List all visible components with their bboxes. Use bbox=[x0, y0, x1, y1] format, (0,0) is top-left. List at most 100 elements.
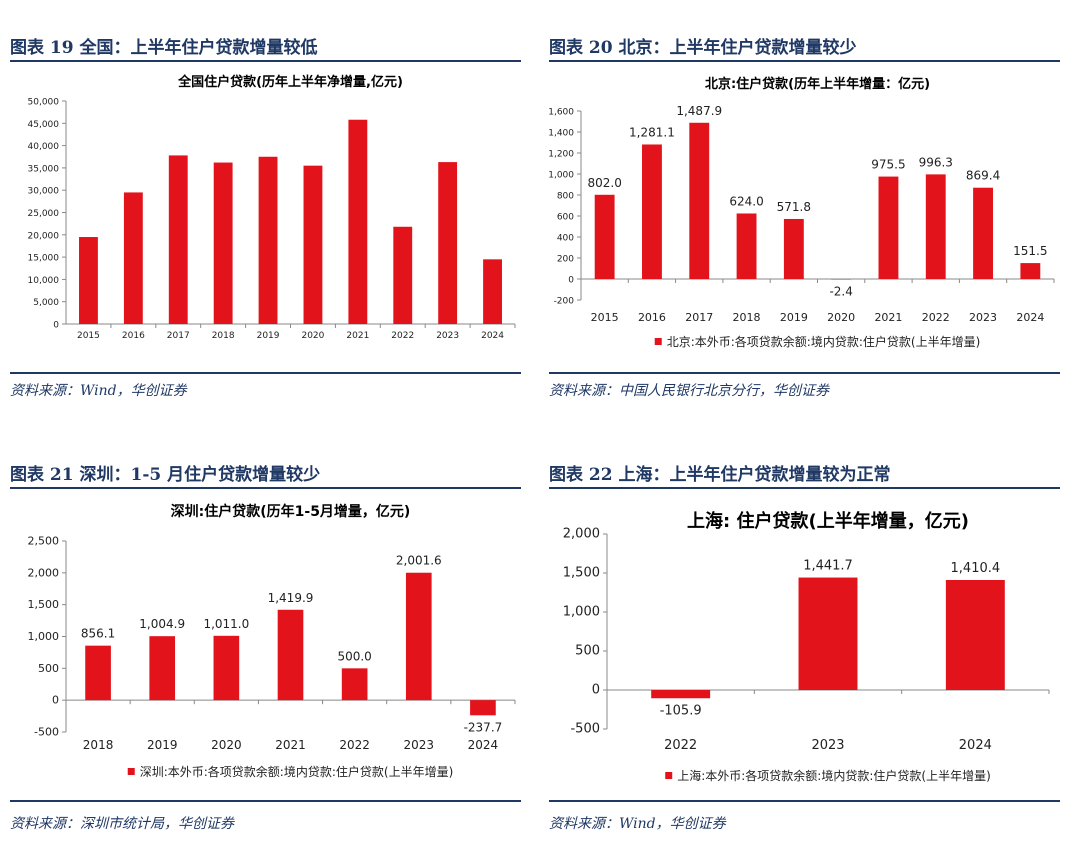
y-tick-label: 40,000 bbox=[28, 142, 60, 152]
source-note: 资料来源：Wind，华创证券 bbox=[549, 816, 726, 832]
figure-title: 图表 21 深圳：1-5 月住户贷款增量较少 bbox=[10, 465, 321, 485]
data-label: 1,419.9 bbox=[268, 591, 314, 605]
x-tick-label: 2018 bbox=[212, 331, 235, 341]
y-tick-label: 1,600 bbox=[549, 108, 574, 118]
y-tick-label: 200 bbox=[557, 255, 574, 265]
data-label: 975.5 bbox=[871, 158, 905, 172]
x-tick-label: 2022 bbox=[922, 311, 950, 324]
data-label: -237.7 bbox=[464, 720, 503, 734]
x-tick-label: 2024 bbox=[959, 738, 992, 753]
panel-shanghai: 图表 22 上海：上半年住户贷款增量较为正常 上海: 住户贷款(上半年增量，亿元… bbox=[549, 430, 1060, 850]
chart-title: 全国住户贷款(历年上半年净增量,亿元) bbox=[177, 74, 403, 90]
bar bbox=[405, 572, 432, 701]
y-tick-label: 1,500 bbox=[28, 598, 60, 611]
bar bbox=[277, 609, 304, 701]
bar bbox=[438, 162, 458, 324]
bar bbox=[303, 165, 323, 324]
data-label: 869.4 bbox=[966, 169, 1000, 183]
x-tick-label: 2018 bbox=[733, 311, 761, 324]
x-tick-label: 2019 bbox=[257, 331, 280, 341]
x-tick-label: 2023 bbox=[404, 738, 435, 752]
source-note: 资料来源：中国人民银行北京分行，华创证券 bbox=[549, 383, 829, 399]
y-tick-label: 500 bbox=[575, 644, 600, 659]
data-label: 802.0 bbox=[587, 176, 621, 190]
bar bbox=[123, 192, 143, 324]
source-note: 资料来源：Wind，华创证券 bbox=[10, 383, 187, 399]
x-tick-label: 2022 bbox=[339, 738, 370, 752]
legend-swatch bbox=[654, 338, 662, 345]
figure-title: 图表 20 北京：上半年住户贷款增量较少 bbox=[549, 38, 857, 58]
bar bbox=[168, 155, 188, 324]
source-note: 资料来源：深圳市统计局，华创证券 bbox=[10, 816, 234, 832]
data-label: 1,441.7 bbox=[803, 559, 853, 574]
y-tick-label: -500 bbox=[34, 726, 59, 739]
x-tick-label: 2020 bbox=[827, 311, 855, 324]
x-tick-label: 2024 bbox=[481, 331, 504, 341]
national-loan-chart: 全国住户贷款(历年上半年净增量,亿元) 0 5,000 10,000 15,000 20,… bbox=[28, 74, 516, 341]
data-label: 1,011.0 bbox=[203, 617, 249, 631]
legend: 上海:本外币:各项贷款余额:境内贷款:住户贷款(上半年增量) bbox=[665, 768, 991, 783]
data-label: 500.0 bbox=[337, 649, 371, 663]
bar bbox=[393, 226, 413, 324]
bar bbox=[925, 174, 946, 279]
bar bbox=[258, 156, 278, 324]
bar bbox=[736, 213, 757, 279]
x-tick-label: 2015 bbox=[591, 311, 619, 324]
y-tick-label: 2,500 bbox=[28, 535, 60, 548]
y-tick-label: 1,000 bbox=[563, 605, 600, 620]
title-rule bbox=[549, 487, 1060, 489]
bar bbox=[149, 636, 176, 701]
x-tick-label: 2016 bbox=[638, 311, 666, 324]
shenzhen-loan-chart: 深圳:住户贷款(历年1-5月增量，亿元) -500 0 500 1,000 1,500 2,… bbox=[28, 503, 516, 779]
bar bbox=[831, 279, 852, 280]
bar bbox=[594, 194, 615, 279]
x-tick-label: 2019 bbox=[147, 738, 178, 752]
bar bbox=[79, 237, 98, 324]
legend-label: 深圳:本外币:各项贷款余额:境内贷款:住户贷款(上半年增量) bbox=[140, 764, 454, 779]
x-tick-label: 2017 bbox=[685, 311, 713, 324]
y-tick-label: 1,400 bbox=[549, 129, 574, 139]
y-tick-label: 35,000 bbox=[28, 164, 60, 174]
x-tick-label: 2022 bbox=[391, 331, 414, 341]
x-tick-label: 2023 bbox=[436, 331, 459, 341]
y-tick-label: 0 bbox=[592, 683, 600, 698]
x-tick-label: 2023 bbox=[811, 738, 844, 753]
x-tick-label: 2021 bbox=[874, 311, 902, 324]
bar bbox=[973, 187, 993, 279]
bar bbox=[798, 577, 858, 690]
panel-shenzhen: 图表 21 深圳：1-5 月住户贷款增量较少 深圳:住户贷款(历年1-5月增量，… bbox=[10, 430, 521, 850]
bar bbox=[689, 122, 710, 279]
bar bbox=[878, 176, 899, 279]
title-rule bbox=[549, 60, 1060, 62]
x-tick-label: 2016 bbox=[122, 331, 145, 341]
data-label: 1,487.9 bbox=[676, 104, 722, 118]
data-label: 856.1 bbox=[81, 627, 115, 641]
source-rule bbox=[10, 800, 521, 802]
data-label: -105.9 bbox=[660, 703, 702, 718]
legend-label: 上海:本外币:各项贷款余额:境内贷款:住户贷款(上半年增量) bbox=[677, 768, 991, 783]
x-tick-label: 2022 bbox=[664, 738, 697, 753]
data-label: -2.4 bbox=[829, 284, 852, 298]
data-label: 1,410.4 bbox=[951, 561, 1001, 576]
y-tick-label: 2,000 bbox=[563, 527, 600, 542]
panel-beijing: 图表 20 北京：上半年住户贷款增量较少 北京:住户贷款(历年上半年增量：亿元)… bbox=[549, 0, 1060, 420]
y-tick-label: 0 bbox=[52, 694, 59, 707]
y-tick-label: 30,000 bbox=[28, 187, 60, 197]
bar bbox=[483, 259, 502, 324]
y-tick-label: 1,000 bbox=[549, 171, 574, 181]
x-tick-label: 2015 bbox=[77, 331, 100, 341]
bar bbox=[213, 635, 240, 701]
bar bbox=[651, 690, 711, 699]
x-tick-label: 2018 bbox=[83, 738, 114, 752]
source-rule bbox=[10, 372, 521, 374]
x-tick-label: 2023 bbox=[969, 311, 997, 324]
bar bbox=[341, 668, 368, 701]
chart-title: 深圳:住户贷款(历年1-5月增量，亿元) bbox=[171, 503, 411, 520]
y-tick-label: -200 bbox=[554, 297, 575, 307]
y-tick-label: 0 bbox=[568, 276, 574, 286]
data-label: 624.0 bbox=[729, 194, 763, 208]
y-tick-label: 1,000 bbox=[28, 630, 60, 643]
source-rule bbox=[549, 372, 1060, 374]
data-label: 1,004.9 bbox=[139, 617, 185, 631]
y-tick-label: 25,000 bbox=[28, 209, 60, 219]
